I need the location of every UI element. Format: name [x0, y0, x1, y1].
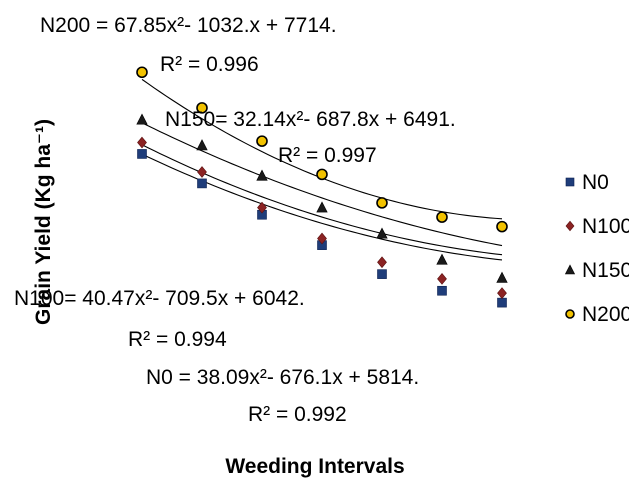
x-axis-title: Weeding Intervals	[225, 455, 404, 478]
point-n150-5	[376, 227, 388, 239]
point-n200-7	[496, 220, 508, 233]
point-n150-7	[496, 271, 508, 283]
r2-n0: R² = 0.992	[248, 403, 347, 426]
equation-n100: N100= 40.47x²- 709.5x + 6042.	[14, 287, 305, 310]
legend-label-n100: N100	[582, 215, 629, 238]
legend-marker-n0	[565, 177, 575, 187]
point-n150-2	[196, 139, 208, 151]
point-n200-1	[136, 66, 148, 79]
legend: N0 N100 N150 N200	[564, 171, 629, 326]
legend-label-n0: N0	[582, 171, 609, 194]
point-n100-2	[197, 166, 207, 178]
legend-marker-n200	[565, 309, 575, 319]
equation-n150: N150= 32.14x²- 687.8x + 6491.	[165, 108, 456, 131]
point-n200-5	[376, 197, 388, 209]
legend-label-n200: N200	[582, 303, 629, 326]
point-n100-7	[497, 287, 507, 299]
legend-label-n150: N150	[582, 259, 629, 282]
legend-marker-n100	[565, 220, 575, 232]
point-n200-2	[196, 102, 208, 114]
point-n0-5	[377, 269, 387, 279]
equation-n0: N0 = 38.09x²- 676.1x + 5814.	[146, 366, 419, 389]
point-n100-6	[437, 273, 447, 285]
r2-n200: R² = 0.996	[160, 53, 259, 76]
point-n200-3	[256, 135, 268, 147]
point-n100-3	[257, 201, 267, 214]
point-n150-3	[256, 169, 268, 181]
point-n200-6	[436, 211, 448, 223]
point-n150-6	[436, 253, 448, 265]
point-n0-2	[197, 178, 207, 189]
point-n0-1	[137, 149, 147, 159]
y-axis-title: Grain Yield (Kg ha⁻¹)	[32, 119, 55, 325]
r2-n100: R² = 0.994	[128, 328, 227, 351]
equation-n200: N200 = 67.85x²- 1032.x + 7714.	[40, 14, 337, 37]
point-n0-7	[497, 297, 507, 308]
point-n150-4	[316, 201, 328, 213]
trendline-n150	[141, 122, 503, 247]
point-n100-1	[137, 136, 147, 149]
point-n0-6	[437, 285, 447, 296]
point-n100-4	[317, 232, 327, 245]
point-n150-1	[136, 113, 148, 125]
data-points	[136, 66, 508, 308]
legend-marker-n150	[564, 264, 576, 275]
point-n200-4	[316, 168, 328, 181]
r2-n150: R² = 0.997	[278, 144, 377, 167]
point-n100-5	[377, 256, 387, 269]
